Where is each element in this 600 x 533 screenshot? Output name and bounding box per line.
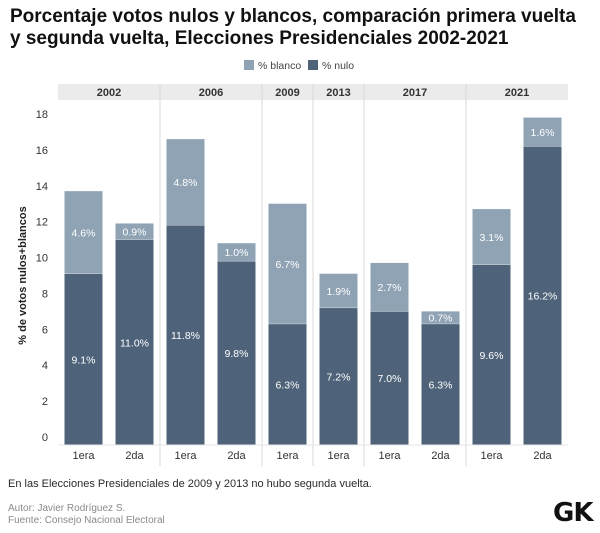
facet-header-2017: 2017 [403, 87, 427, 99]
stacked-bar-chart: % blanco % nulo 0 2 4 6 8 10 12 14 16 18 % de votos … [17, 60, 568, 466]
author-line: Autor: Javier Rodríguez S. [8, 503, 126, 514]
y-tick-label: 14 [36, 181, 48, 193]
x-tick-label: 1era [327, 450, 350, 462]
credits: Autor: Javier Rodríguez S. Fuente: Conse… [8, 503, 165, 527]
data-label-nulo: 11.0% [120, 337, 149, 349]
bar-nulo [217, 261, 256, 445]
legend-swatch-blanco [244, 60, 254, 70]
data-label-blanco: 3.1% [480, 232, 504, 244]
footnote: En las Elecciones Presidenciales de 2009… [8, 478, 372, 490]
data-label-blanco: 0.9% [123, 227, 147, 239]
y-tick-label: 0 [42, 432, 48, 444]
y-tick-label: 16 [36, 145, 48, 157]
data-label-nulo: 7.0% [378, 373, 402, 385]
bar-blanco [268, 203, 307, 324]
y-tick-label: 12 [36, 217, 48, 229]
data-label-nulo: 6.3% [429, 379, 453, 391]
x-tick-label: 2da [125, 450, 144, 462]
x-tick-label: 1era [174, 450, 197, 462]
bar-blanco [472, 209, 511, 265]
y-tick-label: 2 [42, 396, 48, 408]
legend-label-nulo: % nulo [322, 60, 354, 72]
bar-blanco [64, 191, 103, 274]
bar-blanco [217, 243, 256, 262]
x-tick-label: 2da [431, 450, 450, 462]
data-label-nulo: 7.2% [327, 371, 351, 383]
bar-blanco [370, 262, 409, 312]
bar-nulo [115, 239, 154, 445]
data-label-blanco: 2.7% [378, 282, 402, 294]
bar-nulo [319, 307, 358, 445]
data-label-nulo: 6.3% [276, 379, 300, 391]
data-label-blanco: 1.6% [531, 127, 555, 139]
data-label-nulo: 11.8% [171, 330, 200, 342]
x-tick-label: 2da [533, 450, 552, 462]
data-label-blanco: 4.8% [174, 177, 198, 189]
y-axis-label: % de votos nulos+blancos [17, 206, 29, 344]
y-tick-label: 6 [42, 324, 48, 336]
bar-nulo [64, 273, 103, 445]
y-tick-label: 4 [42, 360, 48, 372]
x-tick-label: 1era [72, 450, 95, 462]
facet-header-2013: 2013 [326, 87, 350, 99]
gk-logo: GK [553, 498, 593, 528]
data-label-nulo: 9.1% [72, 354, 96, 366]
y-tick-label: 10 [36, 253, 48, 265]
bar-blanco [523, 117, 562, 147]
data-label-blanco: 0.7% [429, 313, 453, 325]
legend-swatch-nulo [308, 60, 318, 70]
data-label-blanco: 4.6% [72, 227, 96, 239]
facet-header-2021: 2021 [505, 87, 529, 99]
data-label-blanco: 1.0% [225, 247, 249, 259]
bar-nulo [421, 323, 460, 445]
bar-nulo [166, 225, 205, 445]
y-tick-label: 8 [42, 288, 48, 300]
data-label-nulo: 9.8% [225, 348, 249, 360]
data-label-blanco: 1.9% [327, 286, 351, 298]
y-tick-label: 18 [36, 109, 48, 121]
bar-blanco [115, 223, 154, 240]
data-label-nulo: 16.2% [528, 291, 558, 303]
bar-nulo [523, 146, 562, 446]
x-tick-label: 1era [480, 450, 503, 462]
x-tick-label: 2da [227, 450, 246, 462]
bar-blanco [421, 311, 460, 324]
facet-header-2002: 2002 [97, 87, 121, 99]
x-tick-label: 1era [276, 450, 299, 462]
chart-title: Porcentaje votos nulos y blancos, compar… [10, 6, 576, 49]
x-tick-label: 1era [378, 450, 401, 462]
legend-label-blanco: % blanco [258, 60, 301, 72]
facet-header-2006: 2006 [199, 87, 223, 99]
source-line: Fuente: Consejo Nacional Electoral [8, 515, 165, 526]
data-label-blanco: 6.7% [276, 259, 300, 271]
bar-nulo [268, 323, 307, 445]
bar-nulo [370, 311, 409, 445]
facet-header-2009: 2009 [275, 87, 299, 99]
bar-nulo [472, 264, 511, 445]
data-label-nulo: 9.6% [480, 350, 504, 362]
bar-blanco [166, 139, 205, 226]
bar-blanco [319, 273, 358, 308]
